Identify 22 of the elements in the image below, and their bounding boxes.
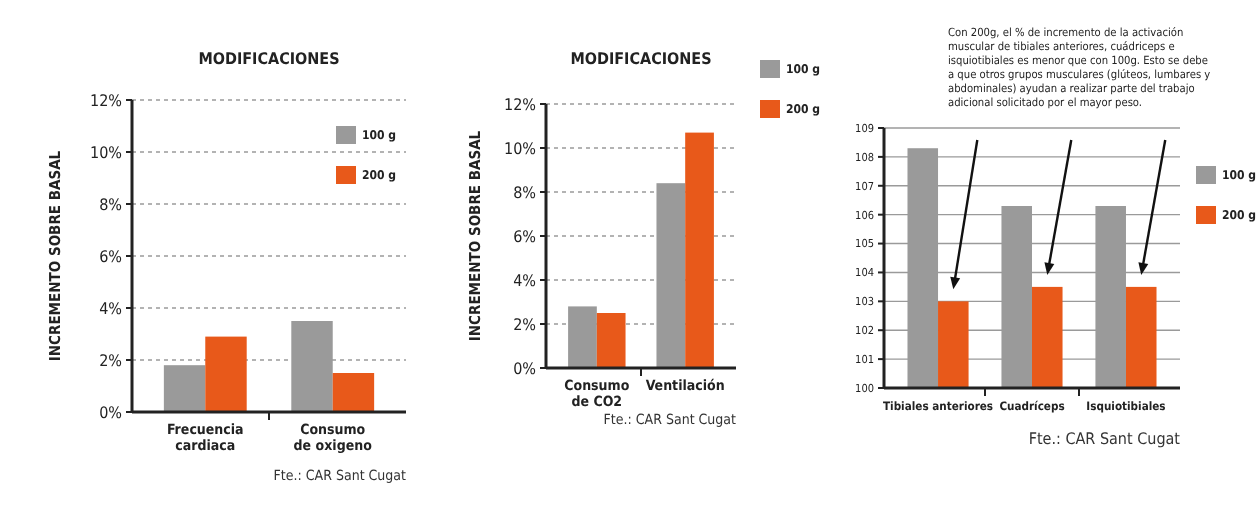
bar	[685, 132, 714, 368]
y-tick-label: 8%	[99, 195, 123, 214]
y-tick-label: 4%	[99, 299, 123, 318]
bar	[596, 313, 626, 368]
bar	[205, 336, 247, 412]
y-tick-label: 0%	[513, 359, 537, 378]
y-tick-label: 12%	[504, 95, 537, 114]
y-tick-label: 10%	[504, 139, 537, 158]
y-tick-label: 6%	[513, 227, 537, 246]
y-tick-label: 4%	[513, 271, 537, 290]
y-tick-label: 10%	[90, 143, 123, 162]
text: Fte.: CAR Sant Cugat	[1028, 430, 1181, 448]
bar	[332, 373, 375, 412]
y-tick-label: 0%	[99, 403, 123, 422]
y-tick-label: 8%	[513, 183, 537, 202]
y-tick-label: 12%	[90, 91, 123, 110]
y-tick-label: 6%	[99, 247, 123, 266]
bar	[163, 365, 206, 412]
y-tick-label: 2%	[513, 315, 537, 334]
y-tick-label: 2%	[99, 351, 123, 370]
chart-title: MODIFICACIONES	[570, 50, 712, 68]
chart-title: MODIFICACIONES	[198, 50, 340, 68]
